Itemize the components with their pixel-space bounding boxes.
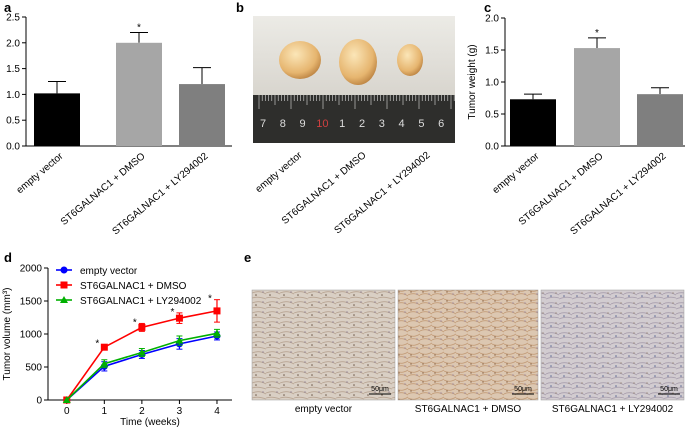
panel-letter: c	[484, 0, 491, 15]
x-tick-label: 3	[177, 406, 183, 417]
legend-label: ST6GALNAC1 + DMSO	[80, 281, 187, 292]
image-label: ST6GALNAC1 + DMSO	[415, 404, 522, 415]
scale-label: 50μm	[514, 386, 532, 393]
bar	[637, 94, 683, 146]
y-tick-label: 2.0	[485, 14, 499, 25]
x-tick-label: empty vector	[15, 151, 66, 197]
image-label: empty vector	[295, 404, 353, 415]
ruler	[253, 95, 455, 143]
significance: *	[133, 317, 137, 328]
significance: *	[208, 294, 212, 305]
ruler-label: 6	[438, 118, 444, 130]
scale-label: 50μm	[660, 386, 678, 393]
micrograph	[397, 289, 539, 401]
panel-letter: a	[4, 0, 12, 15]
y-tick-label: 1.0	[485, 78, 499, 89]
marker	[137, 348, 146, 356]
y-tick-label: 1.5	[485, 46, 499, 57]
tumor	[339, 39, 377, 85]
marker	[138, 323, 146, 331]
micrograph	[540, 289, 685, 401]
marker	[175, 314, 183, 322]
x-tick-label: 4	[214, 406, 220, 417]
legend-label: ST6GALNAC1 + LY294002	[80, 296, 202, 307]
ruler-label: 9	[300, 118, 306, 130]
panel-letter: e	[244, 250, 251, 265]
marker	[100, 359, 109, 367]
ruler-label: 8	[280, 118, 286, 130]
marker	[175, 336, 184, 344]
bar	[34, 93, 80, 146]
bar	[179, 84, 225, 146]
marker	[60, 296, 68, 303]
y-tick-label: 2000	[20, 264, 43, 275]
y-tick-label: 2.0	[6, 38, 20, 49]
marker	[60, 266, 68, 274]
panel-letter: d	[4, 250, 12, 265]
y-tick-label: 1000	[20, 330, 43, 341]
ruler-label: 5	[418, 118, 424, 130]
ruler-label: 4	[399, 118, 405, 130]
ruler-label: 3	[379, 118, 385, 130]
tumor	[279, 41, 321, 79]
x-tick-label: 2	[139, 406, 145, 417]
y-tick-label: 0.0	[485, 142, 499, 153]
marker	[212, 329, 221, 337]
significance: *	[95, 339, 99, 350]
image-label: empty vector	[254, 150, 305, 196]
micrograph	[251, 289, 396, 401]
marker	[100, 343, 108, 351]
x-tick-label: 1	[102, 406, 108, 417]
panel-letter: b	[236, 0, 244, 15]
marker	[62, 396, 71, 403]
significance: *	[595, 28, 599, 39]
y-tick-label: 2.5	[6, 13, 20, 24]
tumor	[397, 44, 423, 76]
ruler-label: 7	[260, 118, 266, 130]
image-label: ST6GALNAC1 + LY294002	[552, 404, 674, 415]
bar	[574, 48, 620, 146]
ruler-label: 2	[359, 118, 365, 130]
y-tick-label: 500	[25, 363, 42, 374]
significance: *	[137, 22, 141, 33]
y-tick-label: 0.5	[485, 110, 499, 121]
scale-label: 50μm	[371, 386, 389, 393]
significance: *	[170, 307, 174, 318]
y-tick-label: 1.5	[6, 64, 20, 75]
ruler-label: 1	[339, 118, 345, 130]
y-tick-label: 0	[36, 396, 42, 407]
legend-label: empty vector	[80, 266, 138, 277]
x-tick-label: empty vector	[491, 151, 542, 197]
x-tick-label: 0	[64, 406, 70, 417]
y-tick-label: 1500	[20, 297, 43, 308]
marker	[213, 307, 221, 315]
ruler-label: 10	[316, 118, 328, 130]
y-tick-label: 1.0	[6, 90, 20, 101]
bar	[116, 42, 162, 146]
y-tick-label: 0.5	[6, 116, 20, 127]
series-line	[66, 332, 218, 401]
y-axis-label: Tumor volume (mm³)	[2, 288, 13, 381]
y-tick-label: 0.0	[6, 142, 20, 153]
marker	[60, 281, 68, 289]
y-axis-label: Tumor weight (g)	[467, 44, 478, 119]
bar	[510, 99, 556, 146]
x-axis-label: Time (weeks)	[120, 417, 180, 427]
